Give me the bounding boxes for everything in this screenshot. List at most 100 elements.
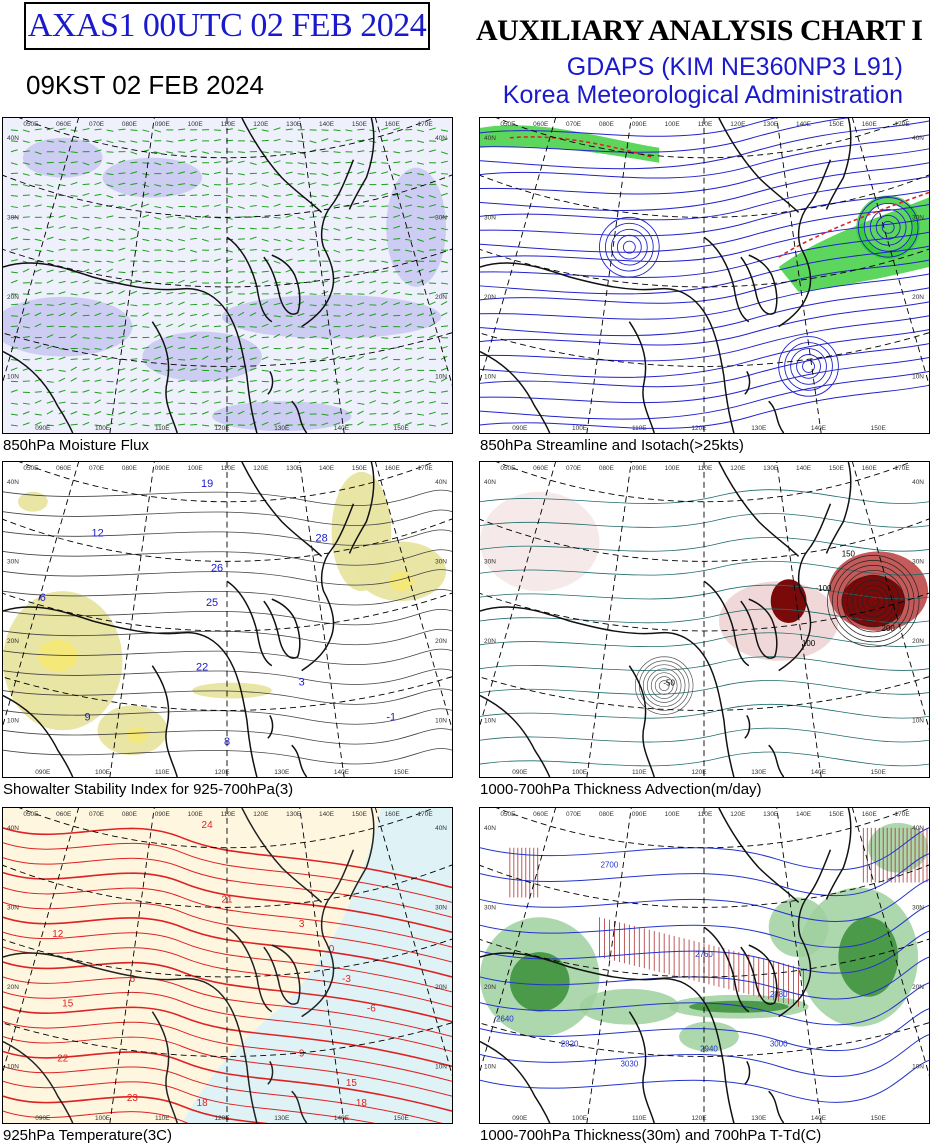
moisture-vector	[34, 421, 42, 426]
moisture-vector	[142, 369, 150, 372]
moisture-vector	[357, 335, 365, 339]
latitude-circle	[480, 864, 929, 908]
moisture-vector	[34, 268, 42, 273]
moisture-vector	[154, 291, 162, 295]
moisture-vector	[405, 348, 413, 350]
temp-value: 18	[197, 1098, 209, 1109]
moisture-vector	[393, 193, 401, 196]
moisture-vector	[178, 260, 186, 263]
ssi-contour	[3, 728, 452, 745]
moisture-vector	[405, 368, 413, 371]
lon-label-bottom: 140E	[334, 769, 350, 776]
caption-temperature: 925hPa Temperature(3C)	[3, 1127, 172, 1144]
lon-label-top: 120E	[730, 811, 746, 818]
moisture-vector	[333, 216, 341, 220]
moisture-shade	[22, 137, 103, 178]
moisture-vector	[178, 183, 186, 186]
moisture-vector	[34, 173, 42, 176]
panel-temperature: 24 21 12 15 18 6 3 -3 -6 0 9 15 18 22 23 050E 060E 070E 08…	[2, 807, 453, 1124]
thickness-contour	[480, 1034, 929, 1078]
moisture-vector	[309, 379, 317, 382]
lon-label-top: 080E	[122, 121, 138, 128]
moisture-vector	[213, 248, 221, 251]
moisture-vector	[58, 161, 66, 164]
moisture-vector	[154, 377, 161, 382]
moisture-vector	[178, 358, 186, 361]
latitude-circle	[3, 592, 452, 632]
lat-label-right: 30N	[912, 558, 924, 565]
adv-value: -50	[663, 679, 675, 688]
moisture-vector	[46, 368, 54, 371]
adv-contour-ring	[658, 680, 670, 691]
moisture-vector	[94, 160, 102, 164]
moisture-vector	[201, 312, 209, 317]
moisture-vector	[417, 326, 425, 328]
moisture-vector	[405, 302, 413, 306]
moisture-vector	[333, 238, 341, 241]
moisture-vector	[273, 333, 281, 339]
moisture-vector	[273, 281, 281, 284]
moisture-vector	[369, 326, 377, 329]
lat-label-left: 10N	[7, 717, 19, 724]
moisture-vector	[428, 236, 436, 240]
moisture-vector	[166, 193, 174, 196]
coastline-russia_coast	[718, 808, 800, 903]
coastline-indochina	[628, 1011, 655, 1123]
lat-label-right: 30N	[912, 904, 924, 911]
moisture-vector	[22, 205, 30, 207]
meridian-line	[776, 118, 822, 433]
lon-label-top: 150E	[352, 811, 368, 818]
lon-label-top: 100E	[665, 465, 681, 472]
moisture-vector	[178, 171, 186, 175]
streamline-vortex	[622, 240, 636, 254]
moisture-vector	[118, 247, 126, 251]
temp-value: 24	[202, 820, 214, 831]
moisture-vector	[285, 128, 293, 131]
moisture-vector	[130, 281, 138, 284]
coastline-korea	[740, 944, 778, 1005]
moisture-vector	[416, 378, 424, 382]
moisture-vector	[94, 149, 102, 153]
moisture-vector	[106, 195, 114, 199]
lon-label-top: 170E	[895, 465, 911, 472]
thickness-value: 2760	[695, 950, 713, 959]
moisture-vector	[369, 227, 377, 231]
moisture-vector	[393, 410, 400, 415]
lon-label-top: 090E	[155, 465, 171, 472]
lon-label-bottom: 110E	[155, 769, 170, 776]
lat-label-right: 10N	[435, 1063, 447, 1070]
lat-label-right: 20N	[435, 294, 447, 301]
moisture-vector	[190, 357, 198, 360]
moisture-vector	[417, 227, 425, 231]
lat-label-left: 10N	[7, 373, 19, 380]
moisture-vector	[285, 315, 293, 318]
moisture-vector	[94, 411, 102, 415]
moisture-vector	[118, 290, 125, 295]
lon-label-bottom: 110E	[632, 1115, 647, 1122]
moisture-vector	[82, 421, 90, 426]
lon-label-top: 140E	[319, 465, 335, 472]
moisture-vector	[333, 279, 341, 284]
moisture-vector	[94, 128, 102, 131]
moisture-vector	[82, 348, 90, 350]
moisture-vector	[142, 292, 150, 295]
moisture-vector	[118, 271, 126, 274]
meridian-line	[374, 462, 452, 731]
coastline-russia_coast	[241, 462, 323, 557]
moisture-vector	[381, 368, 389, 371]
lon-label-bottom: 130E	[274, 1115, 290, 1122]
coastline-indochina	[151, 665, 178, 777]
lon-label-top: 100E	[188, 465, 204, 472]
moisture-vector	[285, 302, 293, 306]
moisture-vector	[166, 422, 174, 426]
moisture-vector	[405, 412, 413, 415]
moisture-vector	[130, 410, 138, 415]
moisture-vector	[178, 312, 185, 317]
coastline-taiwan	[267, 371, 274, 395]
lat-label-left: 20N	[7, 638, 19, 645]
lon-label-top: 090E	[632, 811, 648, 818]
moisture-vector	[22, 248, 30, 251]
lon-label-top: 120E	[253, 121, 269, 128]
moisture-vector	[357, 238, 365, 241]
moisture-vector	[249, 379, 257, 382]
